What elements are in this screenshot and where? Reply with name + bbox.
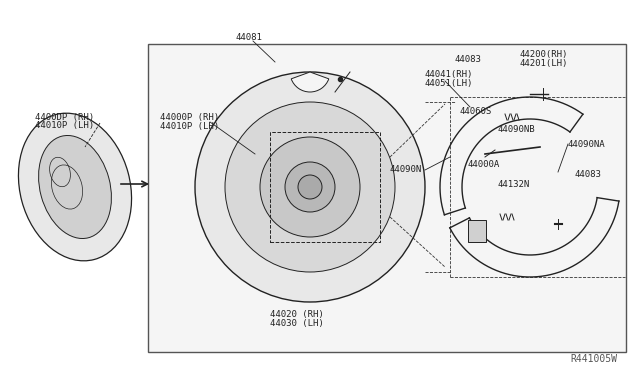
Text: 4400DP (RH): 4400DP (RH) xyxy=(35,113,94,122)
Text: 44051(LH): 44051(LH) xyxy=(425,79,474,88)
Text: 44041(RH): 44041(RH) xyxy=(425,70,474,79)
Text: 44201(LH): 44201(LH) xyxy=(520,59,568,68)
Text: 44083: 44083 xyxy=(575,170,602,179)
Bar xyxy=(148,44,626,352)
Text: 44030 (LH): 44030 (LH) xyxy=(270,319,324,328)
Circle shape xyxy=(298,175,322,199)
Text: 44200(RH): 44200(RH) xyxy=(520,50,568,59)
Circle shape xyxy=(285,162,335,212)
Circle shape xyxy=(195,72,425,302)
Text: 44010P (LH): 44010P (LH) xyxy=(160,122,219,131)
Text: R441005W: R441005W xyxy=(570,354,617,364)
Text: 44081: 44081 xyxy=(235,33,262,42)
Text: 44090NA: 44090NA xyxy=(568,140,605,149)
Text: 44020 (RH): 44020 (RH) xyxy=(270,310,324,319)
Text: 44060S: 44060S xyxy=(460,107,492,116)
Text: 44132N: 44132N xyxy=(498,180,531,189)
Circle shape xyxy=(260,137,360,237)
Circle shape xyxy=(225,102,395,272)
Text: 44010P (LH): 44010P (LH) xyxy=(35,121,94,130)
Wedge shape xyxy=(291,72,329,92)
Ellipse shape xyxy=(38,135,111,238)
Bar xyxy=(468,220,486,242)
Bar xyxy=(270,132,380,242)
Text: 44090NB: 44090NB xyxy=(498,125,536,134)
Text: 44000P (RH): 44000P (RH) xyxy=(160,113,219,122)
Text: 44000A: 44000A xyxy=(468,160,500,169)
Ellipse shape xyxy=(19,113,132,261)
Text: 44083: 44083 xyxy=(455,55,482,64)
Text: 44090N: 44090N xyxy=(390,165,422,174)
